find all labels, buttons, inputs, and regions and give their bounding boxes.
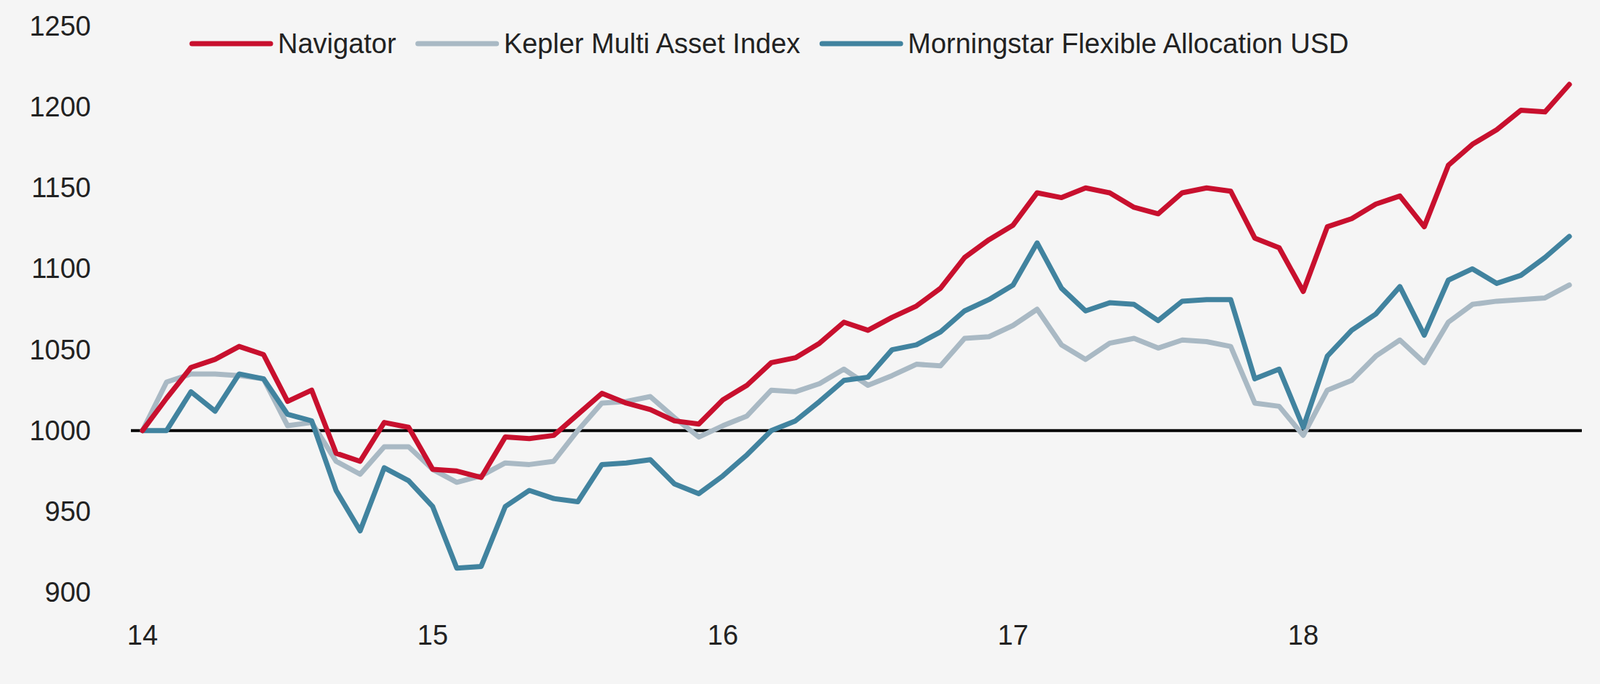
series-line (142, 236, 1570, 568)
y-tick-label: 900 (45, 576, 91, 608)
chart: 900 950 1000 1050 1100 1150 1200 1250 14 15 16 17 18… (0, 0, 1600, 684)
x-tick-label: 15 (417, 619, 448, 651)
plot-area (142, 84, 1570, 568)
background (0, 0, 1600, 684)
legend-label: Navigator (277, 28, 397, 59)
series-line (142, 84, 1570, 478)
legend-label: Morningstar Flexible Allocation USD (907, 28, 1349, 59)
legend-swatch (418, 41, 497, 47)
x-tick-label: 17 (997, 619, 1029, 651)
y-tick-label: 950 (45, 496, 91, 527)
x-tick-label: 16 (707, 619, 739, 651)
legend-swatch (821, 41, 901, 47)
legend-swatch (192, 41, 271, 47)
y-tick-label: 1250 (29, 10, 91, 42)
x-tick-label: 18 (1288, 619, 1319, 651)
y-tick-label: 1150 (31, 172, 91, 203)
legend: Navigator Kepler Multi Asset Index Morning… (192, 28, 1349, 59)
y-tick-label: 1100 (31, 253, 91, 284)
baseline (130, 429, 1582, 432)
legend-label: Kepler Multi Asset Index (504, 28, 801, 59)
y-tick-label: 1200 (29, 91, 91, 123)
y-tick-label: 1000 (29, 415, 91, 446)
series-line (142, 285, 1570, 483)
y-tick-label: 1050 (29, 334, 91, 366)
x-tick-label: 14 (127, 619, 158, 651)
